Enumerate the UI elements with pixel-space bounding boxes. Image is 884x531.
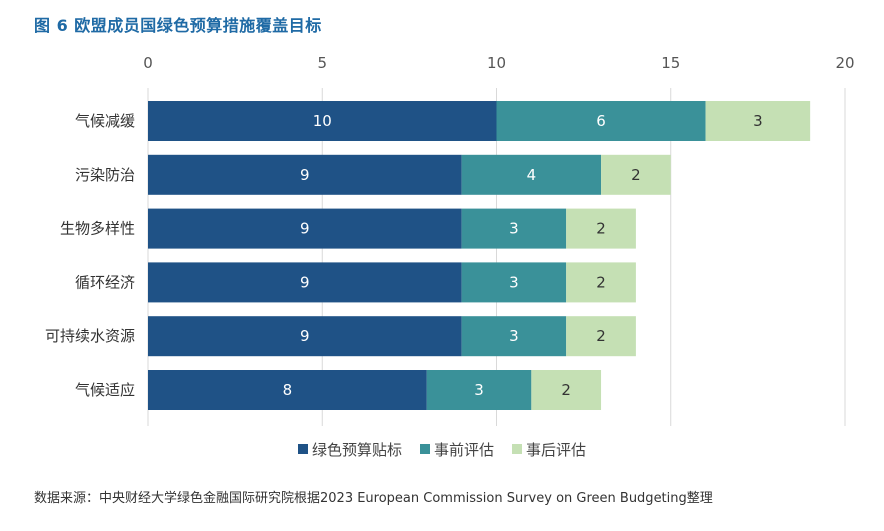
data-label: 3 [753, 112, 763, 130]
source-note: 数据来源：中央财经大学绿色金融国际研究院根据2023 European Comm… [34, 491, 713, 506]
bar-segment [461, 262, 567, 303]
data-label: 3 [474, 381, 484, 399]
x-tick-label: 20 [835, 54, 854, 72]
data-label: 3 [509, 327, 519, 345]
legend-label: 绿色预算贴标 [312, 441, 402, 459]
x-tick-label: 10 [487, 54, 506, 72]
legend-swatch [298, 444, 308, 454]
bar-segment [566, 262, 636, 303]
data-label: 8 [283, 381, 293, 399]
x-tick-label: 0 [143, 54, 153, 72]
bar-segment [531, 370, 602, 410]
bar-segment [496, 101, 706, 141]
bar-segment [148, 208, 462, 249]
data-label: 9 [300, 327, 310, 345]
bar-segment [426, 370, 532, 410]
category-label: 可持续水资源 [45, 327, 135, 345]
data-label: 10 [313, 112, 332, 130]
data-label: 2 [561, 381, 571, 399]
data-label: 2 [631, 166, 641, 184]
chart-title: 图 6 欧盟成员国绿色预算措施覆盖目标 [34, 16, 322, 35]
bar-segment [148, 101, 497, 141]
bar-segment [148, 154, 462, 195]
bar-segment [461, 316, 567, 357]
data-label: 6 [596, 112, 606, 130]
data-label: 2 [596, 327, 606, 345]
bar-segment [148, 316, 462, 357]
x-tick-label: 5 [317, 54, 327, 72]
legend-label: 事后评估 [526, 441, 586, 459]
data-label: 4 [527, 166, 537, 184]
category-label: 污染防治 [75, 166, 135, 184]
legend-swatch [512, 444, 522, 454]
data-label: 9 [300, 273, 310, 291]
bar-segment [566, 208, 636, 249]
data-label: 2 [596, 273, 606, 291]
bar-segment [461, 154, 602, 195]
category-label: 气候减缓 [75, 112, 135, 130]
data-label: 3 [509, 220, 519, 238]
data-label: 9 [300, 220, 310, 238]
bar-segment [461, 208, 567, 249]
category-label: 循环经济 [75, 273, 135, 291]
bar-segment [601, 154, 671, 195]
legend-label: 事前评估 [434, 441, 494, 459]
bar-segment [566, 316, 636, 357]
bar-segment [148, 370, 427, 410]
category-label: 气候适应 [75, 381, 135, 399]
legend-swatch [420, 444, 430, 454]
bar-segment [148, 262, 462, 303]
bar-segment [705, 101, 811, 141]
x-tick-label: 15 [661, 54, 680, 72]
data-label: 3 [509, 273, 519, 291]
data-label: 2 [596, 220, 606, 238]
data-label: 9 [300, 166, 310, 184]
category-label: 生物多样性 [60, 220, 135, 238]
